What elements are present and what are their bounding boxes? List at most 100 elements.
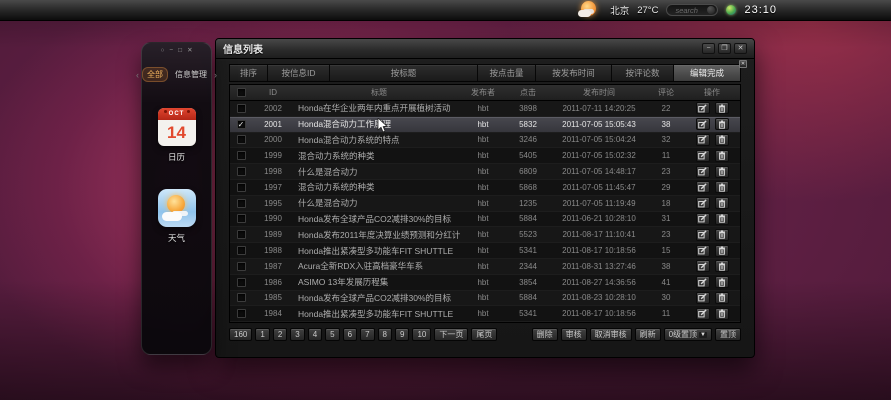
row-checkbox[interactable]: [236, 103, 246, 113]
weather-widget[interactable]: 天气: [142, 189, 211, 244]
dock-close-icon[interactable]: ✕: [187, 47, 193, 54]
action-button[interactable]: 删除▼: [531, 328, 558, 342]
sort-tab[interactable]: 按评论数: [612, 65, 674, 81]
dock-maximize-icon[interactable]: □: [178, 47, 183, 54]
table-row[interactable]: 1985 Honda发布全球产品CO2减排30%的目标 hbt 5884 201…: [230, 290, 740, 307]
edit-button[interactable]: [695, 307, 710, 320]
row-checkbox[interactable]: [236, 151, 246, 161]
page-button[interactable]: 6: [342, 328, 358, 342]
delete-button[interactable]: [714, 228, 729, 241]
delete-button[interactable]: [714, 212, 729, 225]
table-row[interactable]: 1998 什么是混合动力 hbt 6809 2011-07-05 14:48:1…: [230, 164, 740, 180]
edit-button[interactable]: [695, 181, 710, 194]
edit-button[interactable]: [695, 118, 710, 131]
action-button[interactable]: 取消审核▼: [589, 328, 632, 342]
delete-button[interactable]: [714, 276, 729, 289]
table-row[interactable]: 1988 Honda推出紧凑型多功能车FIT SHUTTLE hbt 5341 …: [230, 243, 740, 259]
sort-tab[interactable]: 编辑完成: [674, 65, 740, 81]
minimize-button[interactable]: −: [702, 43, 715, 54]
row-checkbox[interactable]: [236, 135, 246, 145]
calendar-widget[interactable]: OCT 14 日历: [142, 108, 211, 163]
edit-button[interactable]: [695, 133, 710, 146]
chevron-right-icon[interactable]: ›: [214, 69, 217, 80]
dock-menu-icon[interactable]: ○: [160, 47, 165, 54]
close-button[interactable]: ✕: [734, 43, 747, 54]
chevron-left-icon[interactable]: ‹: [136, 69, 139, 80]
row-checkbox[interactable]: [236, 309, 246, 319]
table-row[interactable]: 1987 Acura全新RDX入驻高档豪华车系 hbt 2344 2011-08…: [230, 258, 740, 275]
delete-button[interactable]: [714, 307, 729, 320]
delete-button[interactable]: [714, 165, 729, 178]
search-input[interactable]: search: [666, 4, 719, 16]
row-checkbox[interactable]: [236, 119, 246, 129]
delete-button[interactable]: [714, 291, 729, 304]
table-row[interactable]: 2001 Honda混合动力工作原理 hbt 5832 2011-07-05 1…: [230, 116, 740, 133]
table-row[interactable]: 1989 Honda发布2011年度决算业绩预测和分红计 hbt 5523 20…: [230, 227, 740, 244]
chevron-down-icon[interactable]: ▼: [699, 331, 707, 338]
last-page-button[interactable]: 尾页: [471, 328, 498, 342]
row-checkbox[interactable]: [236, 214, 246, 224]
delete-button[interactable]: [714, 133, 729, 146]
dock-tab-info[interactable]: 信息管理: [175, 70, 207, 79]
next-page-button[interactable]: 下一页: [434, 328, 469, 342]
col-time[interactable]: 发布时间: [583, 88, 615, 97]
table-row[interactable]: 1984 Honda推出紧凑型多功能车FIT SHUTTLE hbt 5341 …: [230, 306, 740, 323]
edit-button[interactable]: [695, 228, 710, 241]
select-all-checkbox[interactable]: [236, 88, 246, 97]
page-button[interactable]: 5: [325, 328, 340, 342]
table-row[interactable]: 1986 ASIMO 13年发展历程集 hbt 3854 2011-08-27 …: [230, 274, 740, 291]
edit-button[interactable]: [695, 212, 710, 225]
page-button[interactable]: 2: [272, 328, 288, 342]
action-button[interactable]: 刷新▼: [634, 328, 661, 342]
delete-button[interactable]: [714, 149, 729, 162]
col-id[interactable]: ID: [269, 88, 277, 97]
sort-tab[interactable]: 按点击量: [478, 65, 536, 81]
row-checkbox[interactable]: [236, 182, 246, 192]
row-checkbox[interactable]: [236, 277, 246, 287]
table-row[interactable]: 1999 混合动力系统的种类 hbt 5405 2011-07-05 15:02…: [230, 148, 740, 165]
sort-tab[interactable]: 按发布时间: [536, 65, 612, 81]
sort-tab[interactable]: 按标题: [330, 65, 478, 81]
edit-button[interactable]: [695, 244, 710, 257]
table-row[interactable]: 1997 混合动力系统的种类 hbt 5868 2011-07-05 11:45…: [230, 179, 740, 196]
edit-button[interactable]: [695, 102, 710, 115]
row-checkbox[interactable]: [236, 198, 246, 208]
row-checkbox[interactable]: [236, 246, 246, 256]
table-row[interactable]: 1990 Honda发布全球产品CO2减排30%的目标 hbt 5884 201…: [230, 211, 740, 228]
delete-button[interactable]: [714, 102, 729, 115]
tabbar-corner-icon[interactable]: ✕: [739, 60, 747, 68]
table-row[interactable]: 2002 Honda在华企业两年内重点开展植树活动 hbt 3898 2011-…: [230, 101, 740, 117]
row-checkbox[interactable]: [236, 261, 246, 271]
page-button[interactable]: 3: [290, 328, 305, 342]
row-checkbox[interactable]: [236, 293, 246, 303]
maximize-button[interactable]: ❐: [718, 43, 731, 54]
page-button[interactable]: 4: [307, 328, 323, 342]
edit-button[interactable]: [695, 276, 710, 289]
window-titlebar[interactable]: 信息列表 − ❐ ✕: [216, 39, 754, 59]
edit-button[interactable]: [695, 197, 710, 210]
col-clicks[interactable]: 点击: [520, 88, 536, 97]
sort-tab[interactable]: 排序: [230, 65, 268, 81]
col-comments[interactable]: 评论: [658, 88, 674, 97]
delete-button[interactable]: [714, 244, 729, 257]
table-row[interactable]: 1995 什么是混合动力 hbt 1235 2011-07-05 11:19:4…: [230, 195, 740, 212]
page-button[interactable]: 8: [377, 328, 392, 342]
row-checkbox[interactable]: [236, 230, 246, 240]
sort-tab[interactable]: 按信息ID: [268, 65, 330, 81]
col-author[interactable]: 发布者: [471, 88, 495, 97]
delete-button[interactable]: [714, 118, 729, 131]
app-sphere-icon[interactable]: [726, 5, 737, 15]
row-checkbox[interactable]: [236, 167, 246, 177]
table-row[interactable]: 2000 Honda混合动力系统的特点 hbt 3246 2011-07-05 …: [230, 132, 740, 149]
page-button[interactable]: 1: [255, 328, 270, 342]
action-button[interactable]: 置顶▼: [715, 328, 741, 342]
action-button[interactable]: 0级置顶 ▼: [663, 328, 712, 342]
dock-minimize-icon[interactable]: −: [169, 47, 174, 54]
action-button[interactable]: 审核▼: [560, 328, 587, 342]
edit-button[interactable]: [695, 260, 710, 273]
edit-button[interactable]: [695, 291, 710, 304]
col-title[interactable]: 标题: [371, 88, 387, 97]
edit-button[interactable]: [695, 165, 710, 178]
page-button[interactable]: 7: [360, 328, 375, 342]
delete-button[interactable]: [714, 197, 729, 210]
